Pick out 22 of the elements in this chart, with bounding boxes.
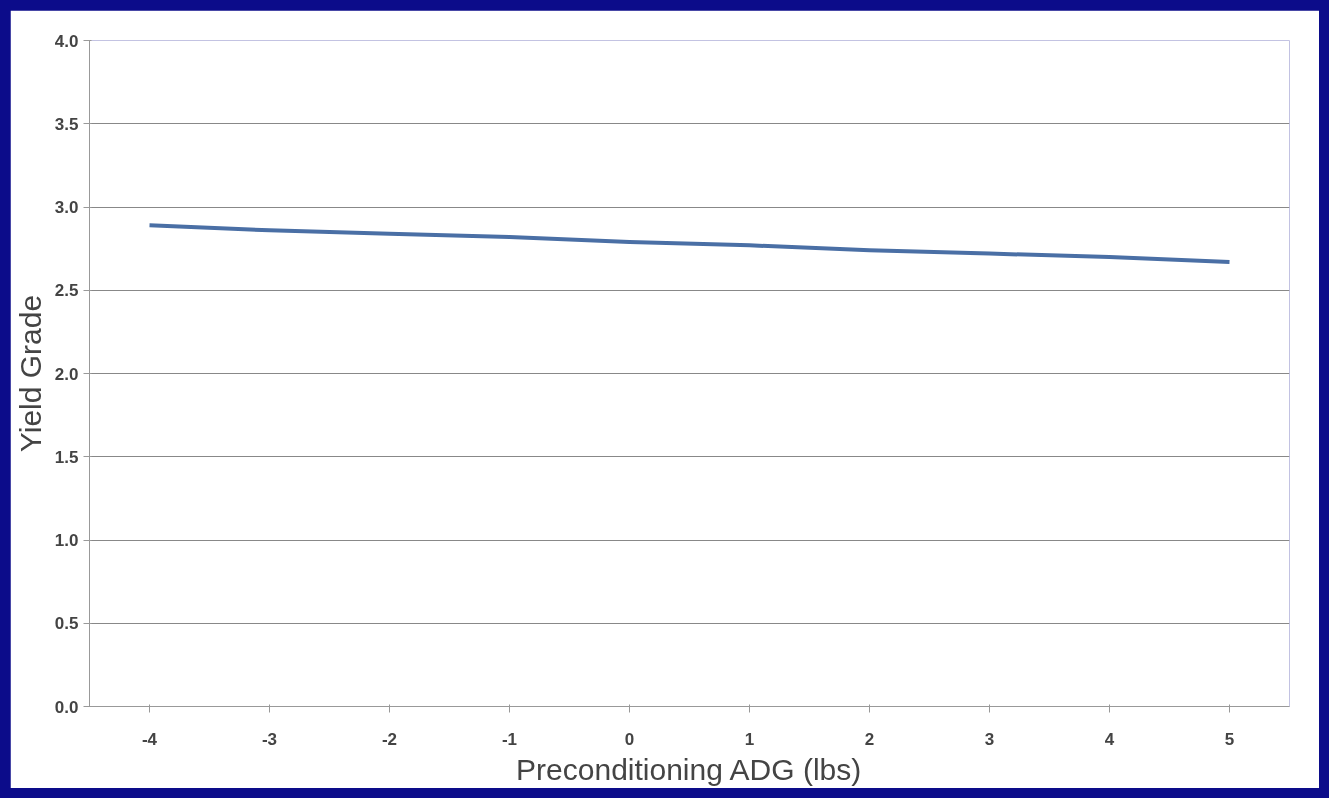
x-axis-title: Preconditioning ADG (lbs) [516,752,862,786]
x-tick-label: -1 [501,729,518,749]
x-tick-label: -3 [261,729,278,749]
y-tick-label: 3.0 [54,198,79,217]
y-tick-label: 1.0 [54,531,79,550]
x-tick-label: 4 [1104,729,1115,749]
x-tick-label: 2 [864,729,875,749]
x-tick-label: -2 [381,729,398,749]
x-tick-label: 5 [1224,729,1235,749]
y-tick-label: 2.0 [54,364,79,384]
x-tick-label: 1 [744,729,755,749]
y-tick-label: 1.5 [54,447,79,467]
y-tick-label: 2.5 [54,281,79,301]
x-tick-label: -4 [141,729,158,749]
x-tick-label: 0 [624,729,635,749]
y-axis-title: Yield Grade [13,294,47,453]
y-tick-label: 0.0 [54,697,79,717]
y-tick-label: 0.5 [54,614,79,634]
y-tick-label: 3.5 [54,114,79,134]
line-series [147,223,1232,264]
y-tick-label: 4.0 [54,31,79,51]
x-tick-label: 3 [984,729,995,749]
